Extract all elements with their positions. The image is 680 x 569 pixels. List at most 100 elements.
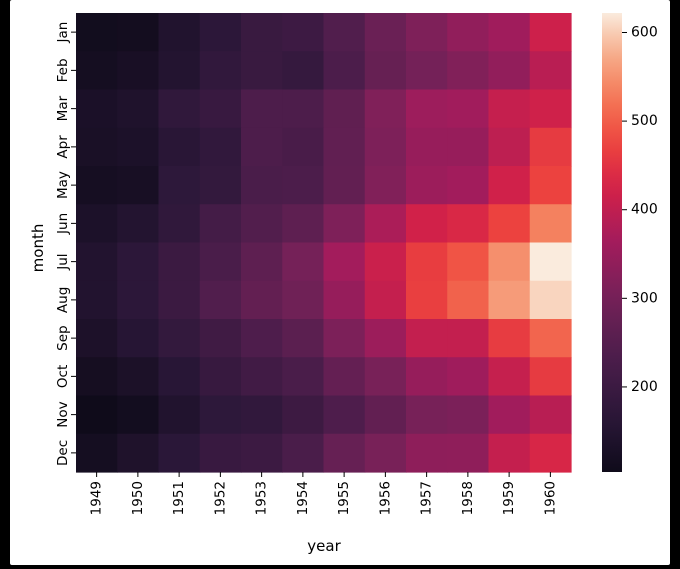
heatmap-cell (241, 127, 283, 167)
heatmap-cell (117, 242, 160, 282)
heatmap-cell (488, 51, 531, 91)
y-tick-label: Oct (55, 365, 71, 388)
heatmap-cell (364, 395, 407, 435)
heatmap-cell (447, 242, 490, 282)
heatmap-cell (406, 357, 448, 397)
heatmap-cell (282, 204, 325, 244)
heatmap-cell (117, 433, 160, 473)
heatmap-cell (447, 166, 490, 205)
heatmap-cell (406, 242, 448, 282)
heatmap-cell (323, 319, 366, 358)
heatmap-cell (364, 51, 407, 91)
heatmap-cell (76, 166, 118, 205)
heatmap-cell (117, 166, 160, 205)
heatmap-cell (158, 127, 201, 167)
heatmap-cell (282, 242, 325, 282)
heatmap-cell (406, 280, 448, 320)
heatmap-cell (323, 242, 366, 282)
heatmap-cell (323, 13, 366, 52)
heatmap-cell (323, 166, 366, 205)
heatmap-cell (323, 51, 366, 91)
x-tick-label: 1951 (171, 481, 187, 515)
heatmap-cell (199, 127, 242, 167)
heatmap-cell (117, 395, 160, 435)
heatmap-cell (529, 166, 572, 205)
heatmap-cell (241, 280, 283, 320)
heatmap-cell (76, 242, 118, 282)
heatmap-cell (323, 280, 366, 320)
x-tick-label: 1953 (254, 481, 270, 515)
heatmap-cell (447, 13, 490, 52)
heatmap-cell (447, 280, 490, 320)
heatmap-cell (241, 51, 283, 91)
heatmap-cell (282, 13, 325, 52)
heatmap-cell (76, 280, 118, 320)
heatmap-cell (158, 395, 201, 435)
y-tick-label: Jun (55, 213, 71, 235)
colorbar-tick-label: 500 (631, 113, 658, 129)
heatmap-cell (241, 433, 283, 473)
heatmap-cell (323, 395, 366, 435)
heatmap-cell (364, 13, 407, 52)
heatmap-cell (406, 51, 448, 91)
heatmap-cell (158, 242, 201, 282)
heatmap-cell (488, 242, 531, 282)
heatmap-cell (529, 89, 572, 129)
heatmap-cell (488, 204, 531, 244)
heatmap-cell (488, 127, 531, 167)
heatmap-cell (406, 395, 448, 435)
heatmap-cell (447, 319, 490, 358)
x-tick-label: 1956 (377, 481, 393, 515)
heatmap-cell (364, 204, 407, 244)
x-tick-label: 1950 (130, 481, 146, 515)
heatmap-cell (282, 280, 325, 320)
heatmap-cell (364, 166, 407, 205)
heatmap-cell (282, 127, 325, 167)
heatmap-cell (199, 319, 242, 358)
heatmap-cell (406, 319, 448, 358)
heatmap-cell (488, 319, 531, 358)
y-tick-label: Jan (55, 22, 71, 44)
heatmap-cell (406, 127, 448, 167)
colorbar-tick-label: 400 (631, 202, 658, 218)
heatmap-cell (199, 357, 242, 397)
heatmap-cell (158, 13, 201, 52)
heatmap-cell (117, 280, 160, 320)
heatmap-cell (488, 166, 531, 205)
heatmap-cell (241, 89, 283, 129)
chart-canvas: 1949 1950 1951 1952 1953 1954 1955 1956 1957 1958… (10, 0, 670, 565)
heatmap-cell (323, 433, 366, 473)
y-tick-label: Jul (55, 253, 71, 270)
heatmap-cell (158, 89, 201, 129)
heatmap-cell (529, 357, 572, 397)
heatmap-cell (323, 127, 366, 167)
heatmap-cell (158, 433, 201, 473)
heatmap-cell (282, 433, 325, 473)
heatmap-cell (529, 51, 572, 91)
heatmap-chart: 1949 1950 1951 1952 1953 1954 1955 1956 1957 1958… (29, 13, 658, 555)
y-tick-label: Sep (55, 325, 71, 350)
heatmap-cell (241, 166, 283, 205)
y-axis-ticks: Jan Feb Mar Apr May Jun Jul Aug Sep Oct Nov Dec (55, 22, 76, 466)
heatmap-cell (282, 395, 325, 435)
heatmap-cell (488, 280, 531, 320)
heatmap-cell (199, 395, 242, 435)
heatmap-cell (364, 89, 407, 129)
y-tick-label: Apr (55, 135, 71, 159)
heatmap-cell (529, 204, 572, 244)
heatmap-cell (364, 319, 407, 358)
heatmap-cell (199, 166, 242, 205)
x-axis-ticks: 1949 1950 1951 1952 1953 1954 1955 1956 1957 1958… (89, 472, 558, 515)
heatmap-cell (364, 242, 407, 282)
heatmap-cell (199, 242, 242, 282)
heatmap-cell (488, 357, 531, 397)
x-tick-label: 1958 (460, 481, 476, 515)
y-tick-label: May (55, 171, 71, 199)
heatmap-cell (447, 51, 490, 91)
heatmap-cell (529, 13, 572, 52)
heatmap-cell (447, 89, 490, 129)
heatmap-cell (158, 166, 201, 205)
y-tick-label: Nov (55, 401, 71, 427)
y-tick-label: Mar (55, 95, 71, 121)
